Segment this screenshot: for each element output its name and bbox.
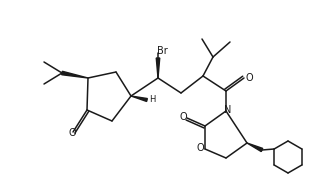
Text: O: O: [196, 143, 204, 153]
Text: H: H: [149, 95, 155, 104]
Text: O: O: [245, 73, 253, 83]
Polygon shape: [131, 96, 147, 101]
Text: Br: Br: [157, 46, 167, 56]
Polygon shape: [62, 71, 88, 78]
Text: O: O: [68, 128, 76, 138]
Polygon shape: [247, 143, 263, 152]
Text: O: O: [179, 112, 187, 122]
Text: N: N: [224, 105, 232, 115]
Polygon shape: [156, 58, 160, 78]
